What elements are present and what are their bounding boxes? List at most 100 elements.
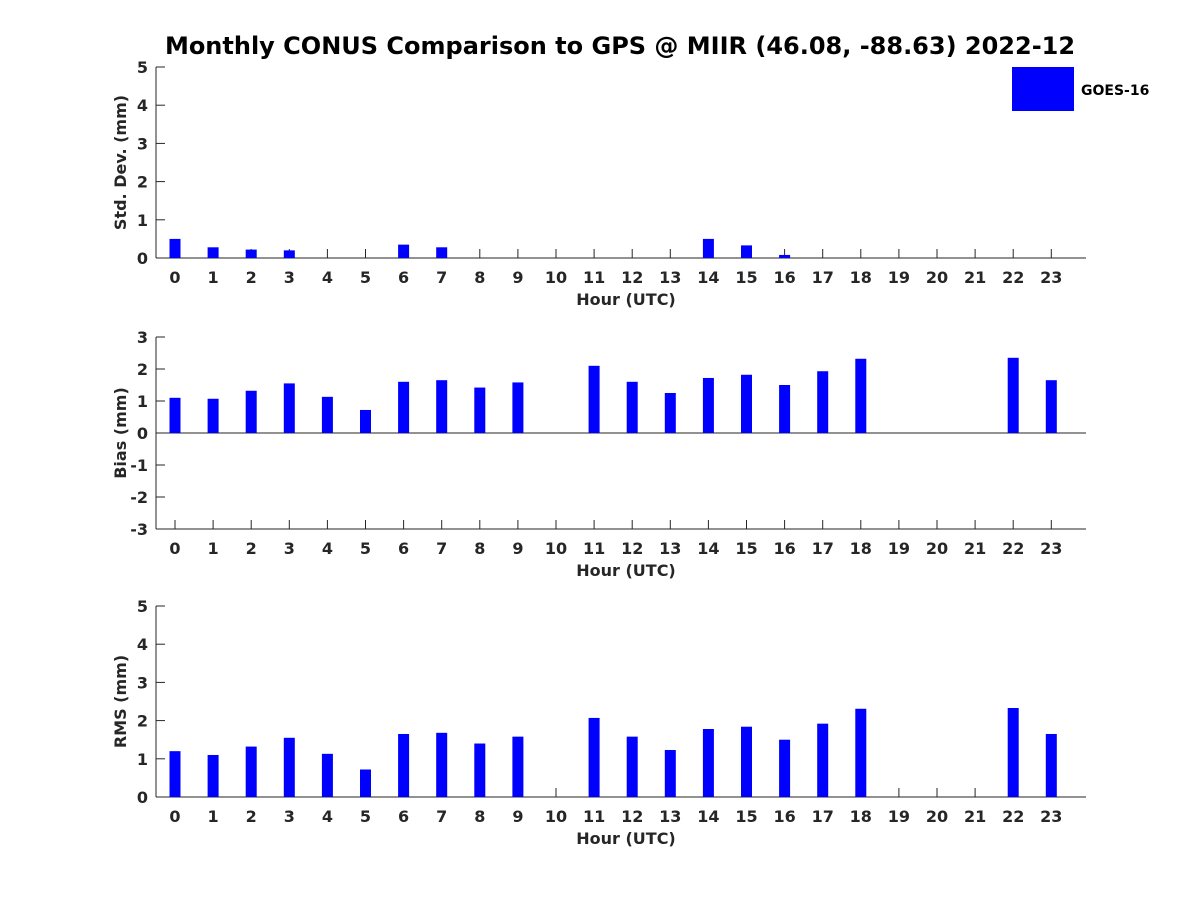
stddev-xtick-label: 3: [284, 268, 295, 287]
bias-bar-14: [702, 377, 714, 433]
bias-bar-9: [512, 382, 524, 433]
bias-bar-17: [817, 371, 829, 433]
stddev-xtick-label: 17: [812, 268, 834, 287]
bias-bar-22: [1007, 357, 1019, 433]
rms-xtick-label: 20: [926, 807, 948, 826]
bias-xtick-label: 6: [398, 539, 409, 558]
rms-xtick-label: 1: [208, 807, 219, 826]
bias-bar-12: [626, 381, 638, 433]
stddev-xtick-label: 4: [322, 268, 333, 287]
bias-xtick-label: 22: [1002, 539, 1024, 558]
rms-xtick-label: 21: [964, 807, 986, 826]
rms-xtick-label: 22: [1002, 807, 1024, 826]
rms-xlabel: Hour (UTC): [576, 829, 676, 848]
stddev-xtick-label: 6: [398, 268, 409, 287]
stddev-xtick-label: 11: [583, 268, 605, 287]
stddev-ytick-label: 4: [137, 96, 148, 115]
bias-xtick-label: 19: [888, 539, 910, 558]
stddev-bar-1: [207, 247, 219, 258]
bias-bar-16: [779, 385, 791, 433]
stddev-bar-16: [779, 254, 791, 258]
rms-ytick-label: 0: [137, 788, 148, 807]
stddev-ytick-label: 0: [137, 249, 148, 268]
stddev-bar-0: [169, 238, 181, 258]
stddev-xtick-label: 15: [735, 268, 757, 287]
bias-xtick-label: 12: [621, 539, 643, 558]
rms-ytick-label: 3: [137, 673, 148, 692]
bias-ytick-label: 1: [137, 392, 148, 411]
stddev-xtick-label: 1: [208, 268, 219, 287]
bias-xtick-label: 21: [964, 539, 986, 558]
legend-label: GOES-16: [1081, 83, 1149, 99]
stddev-bar-7: [436, 247, 448, 258]
stddev-xlabel: Hour (UTC): [576, 290, 676, 309]
bias-xtick-label: 11: [583, 539, 605, 558]
bias-xlabel: Hour (UTC): [576, 561, 676, 580]
bias-bar-4: [321, 396, 333, 433]
bias-bar-15: [741, 374, 752, 433]
rms-xtick-label: 17: [812, 807, 834, 826]
bias-xtick-label: 16: [773, 539, 795, 558]
rms-xtick-label: 15: [735, 807, 757, 826]
bias-bar-18: [855, 358, 867, 433]
rms-xtick-label: 9: [512, 807, 523, 826]
stddev-ytick-label: 5: [137, 58, 148, 77]
bias-xtick-label: 9: [512, 539, 523, 558]
stddev-xtick-label: 9: [512, 268, 523, 287]
rms-xtick-label: 0: [169, 807, 180, 826]
rms-bar-5: [360, 769, 371, 797]
rms-bar-17: [817, 723, 829, 797]
rms-bar-15: [741, 726, 752, 797]
bias-ytick-label: 3: [137, 328, 148, 347]
rms-xtick-label: 16: [773, 807, 795, 826]
stddev-ytick-label: 1: [137, 211, 148, 230]
stddev-xtick-label: 5: [360, 268, 371, 287]
bias-ytick-label: 2: [137, 360, 148, 379]
stddev-bar-6: [398, 244, 410, 258]
bias-bar-0: [169, 397, 181, 433]
rms-ytick-label: 4: [137, 635, 148, 654]
stddev-bar-3: [283, 250, 295, 258]
bias-xtick-label: 10: [545, 539, 567, 558]
bias-xtick-label: 13: [659, 539, 681, 558]
stddev-ytick-label: 2: [137, 173, 148, 192]
bias-xtick-label: 5: [360, 539, 371, 558]
rms-ytick-label: 1: [137, 750, 148, 769]
rms-bar-11: [588, 717, 600, 797]
rms-xtick-label: 3: [284, 807, 295, 826]
bias-bar-2: [245, 390, 257, 433]
stddev-xtick-label: 8: [474, 268, 485, 287]
stddev-xtick-label: 23: [1040, 268, 1062, 287]
bias-xtick-label: 1: [208, 539, 219, 558]
stddev-xtick-label: 21: [964, 268, 986, 287]
bias-bar-7: [436, 380, 448, 433]
bias-xtick-label: 18: [850, 539, 872, 558]
rms-xtick-label: 23: [1040, 807, 1062, 826]
bias-xtick-label: 20: [926, 539, 948, 558]
rms-bar-13: [664, 750, 676, 797]
rms-xtick-label: 10: [545, 807, 567, 826]
rms-bar-16: [779, 739, 791, 797]
bias-xtick-label: 15: [735, 539, 757, 558]
bias-xtick-label: 3: [284, 539, 295, 558]
bias-xtick-label: 7: [436, 539, 447, 558]
stddev-bar-15: [741, 245, 752, 258]
bias-ytick-label: -1: [130, 456, 148, 475]
rms-bar-12: [626, 736, 638, 797]
legend-swatch: [1012, 67, 1074, 111]
rms-ylabel: RMS (mm): [111, 655, 130, 748]
bias-bar-23: [1045, 380, 1057, 433]
rms-bar-14: [702, 729, 714, 797]
legend: GOES-16: [1012, 67, 1149, 111]
rms-xtick-label: 8: [474, 807, 485, 826]
stddev-xtick-label: 14: [697, 268, 719, 287]
chart-title: Monthly CONUS Comparison to GPS @ MIIR (…: [165, 32, 1075, 60]
rms-xtick-label: 19: [888, 807, 910, 826]
rms-bar-9: [512, 736, 524, 797]
stddev-bar-2: [245, 249, 257, 258]
bias-xtick-label: 17: [812, 539, 834, 558]
rms-bar-8: [474, 743, 486, 797]
stddev-xtick-label: 0: [169, 268, 180, 287]
stddev-xtick-label: 2: [246, 268, 257, 287]
